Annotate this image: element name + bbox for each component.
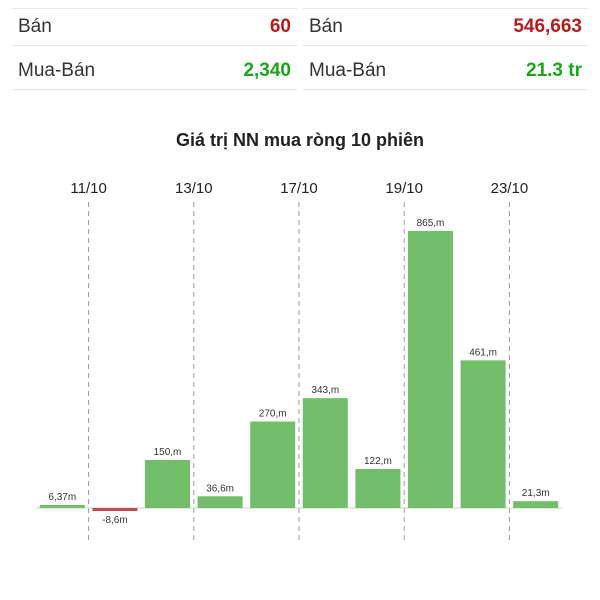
- stat-sell-value: Bán 546,663: [303, 8, 588, 46]
- bar-value-label: 122,m: [364, 456, 392, 467]
- bar-value-label: -8,6m: [102, 515, 128, 526]
- bar[interactable]: [355, 468, 401, 508]
- bar-value-label: 36,6m: [206, 483, 234, 494]
- stat-value: 21.3 tr: [526, 59, 582, 81]
- bar[interactable]: [145, 459, 190, 508]
- stat-value: 2,340: [243, 59, 291, 81]
- stat-sell-volume: Bán 60: [12, 8, 297, 46]
- bar-value-label: 150,m: [154, 447, 182, 458]
- bar[interactable]: [197, 496, 243, 508]
- bar[interactable]: [92, 508, 138, 511]
- chart-title: Giá trị NN mua ròng 10 phiên: [175, 130, 425, 150]
- bar-value-label: 270,m: [259, 409, 287, 420]
- bar-value-label: 21,3m: [522, 488, 550, 499]
- stat-label: Mua-Bán: [309, 59, 387, 81]
- stat-label: Bán: [18, 16, 52, 37]
- stats-panel: Bán 60 Mua-Bán 2,340 Bán 546,663 Mua-Bán…: [0, 0, 600, 95]
- bar[interactable]: [302, 398, 348, 508]
- bar[interactable]: [408, 231, 453, 508]
- stat-label: Bán: [309, 16, 343, 37]
- stat-net-volume: Mua-Bán 2,340: [12, 52, 297, 90]
- stat-value: 60: [269, 16, 291, 37]
- bar[interactable]: [39, 505, 85, 508]
- bar-value-label: 865,m: [417, 218, 445, 229]
- stat-label: Mua-Bán: [18, 59, 96, 81]
- bar[interactable]: [513, 501, 559, 508]
- date-tick-label: 19/10: [385, 180, 423, 197]
- bar-chart: 11/10 13/10 17/10 19/10 23/10 6,37m -8,6m 150,m…: [36, 180, 562, 542]
- date-tick-label: 17/10: [280, 180, 318, 197]
- bar-value-label: 461,m: [469, 347, 497, 358]
- stat-value: 546,663: [513, 16, 582, 37]
- date-tick-label: 11/10: [70, 180, 106, 197]
- date-tick-label: 13/10: [175, 180, 213, 197]
- date-tick-label: 23/10: [491, 180, 529, 197]
- bar-value-label: 6,37m: [48, 492, 76, 503]
- stat-net-value: Mua-Bán 21.3 tr: [303, 52, 588, 90]
- bar-value-label: 343,m: [311, 385, 339, 396]
- bar[interactable]: [250, 421, 296, 508]
- bar[interactable]: [460, 360, 506, 508]
